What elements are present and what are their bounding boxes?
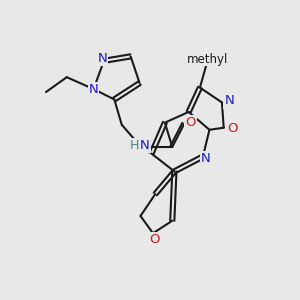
Text: N: N [98,52,107,65]
Text: O: O [185,116,196,129]
Text: H: H [130,139,139,152]
Text: N: N [201,152,211,165]
Text: N: N [224,94,234,107]
Text: N: N [89,82,98,96]
Text: N: N [140,139,149,152]
Text: O: O [149,233,160,246]
Text: methyl: methyl [186,52,228,66]
Text: O: O [227,122,237,135]
